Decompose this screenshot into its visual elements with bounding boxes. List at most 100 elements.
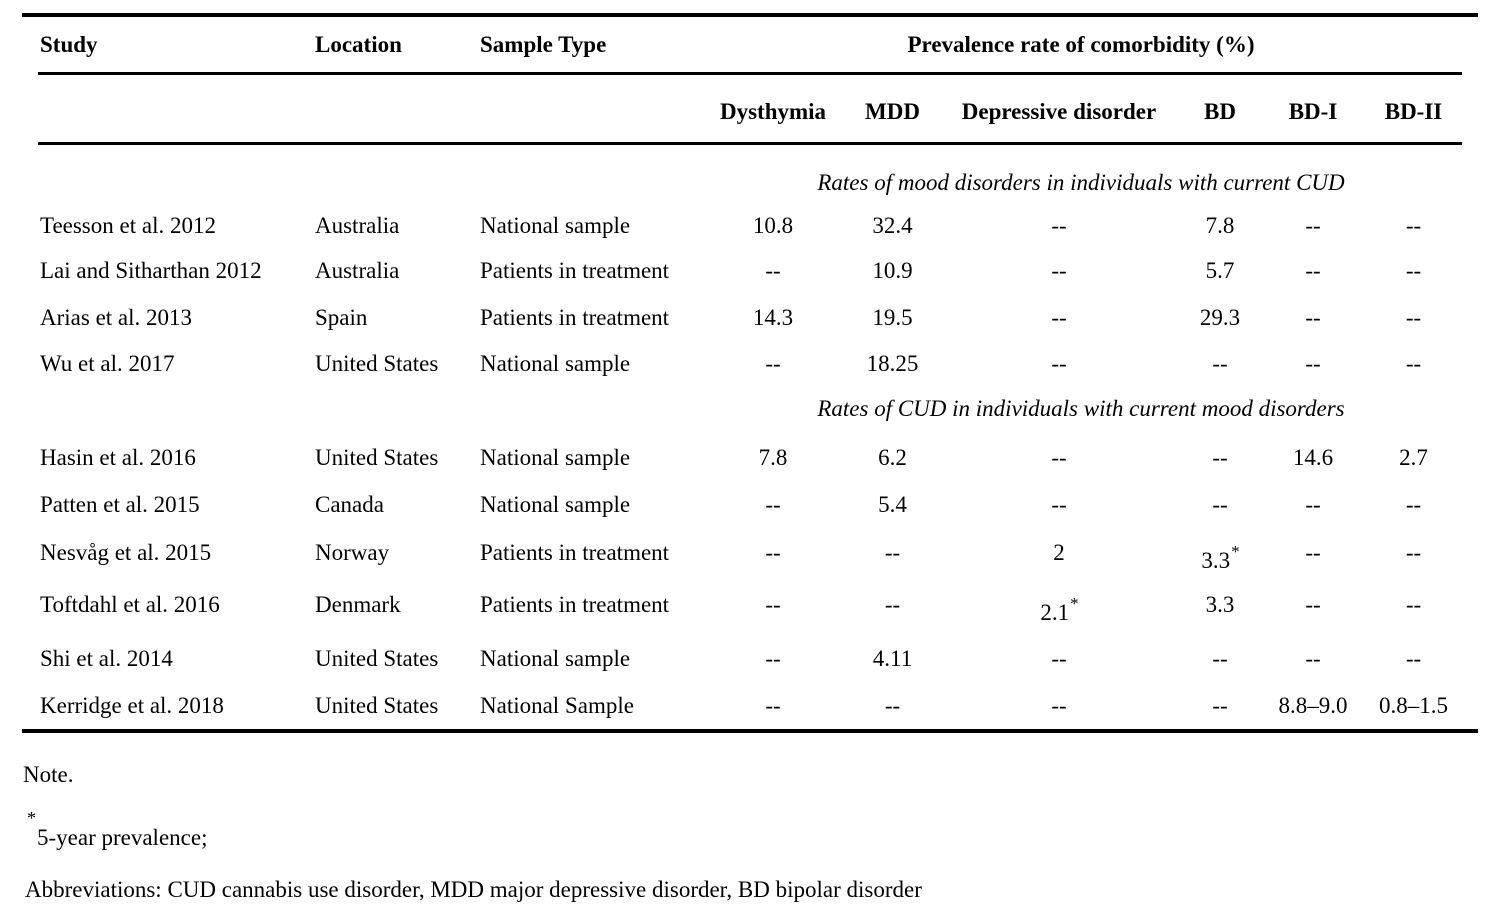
cell-location: Australia [315,212,400,238]
cell-location: Norway [315,539,390,565]
table-subheader-row: Dysthymia MDD Depressive disorder BD BD-… [38,80,1462,140]
note-label: Note. [23,762,74,787]
cell-bd-ii: -- [1405,351,1422,376]
cell-depressive-disorder: 2.1 * [1040,594,1079,626]
cell-bd-ii: -- [1405,212,1422,238]
cell-depressive-disorder: -- [1051,645,1067,671]
cell-depressive-disorder: -- [1051,304,1067,330]
cell-sample-type: National sample [480,491,631,517]
cell-bd-i: -- [1305,304,1321,330]
cell-bd: -- [1212,491,1228,517]
cell-dysthymia: 10.8 [752,212,794,238]
table-row: Hasin et al. 2016 United States National s… [38,434,1462,482]
cell-bd: -- [1212,645,1228,671]
column-group-header-prevalence: Prevalence rate of comorbidity (%) [907,31,1255,57]
cell-bd-ii: -- [1405,304,1422,330]
table-row: Toftdahl et al. 2016 Denmark Patients in t… [38,578,1462,634]
section-title: Rates of CUD in individuals with current… [817,396,1345,421]
cell-dysthymia: 14.3 [752,304,794,330]
cell-bd: -- [1212,444,1228,470]
cell-bd: 29.3 [1199,304,1241,330]
cell-study: Teesson et al. 2012 [40,212,216,238]
footnote-asterisk-marker: * [27,808,36,829]
cell-bd: 3.3 [1205,592,1235,618]
column-header-bd-ii: BD-II [1384,99,1443,124]
header-divider-rule [38,72,1462,75]
cell-bd-ii: 2.7 [1399,444,1428,470]
cell-depressive-disorder: -- [1051,351,1067,376]
cell-mdd: 10.9 [872,258,913,284]
cell-location: Australia [315,258,400,284]
cell-bd-i: 14.6 [1292,444,1334,470]
cell-sample-type: National sample [480,444,631,470]
column-header-study: Study [40,31,98,57]
cell-bd-ii: -- [1405,645,1422,671]
cell-bd-ii: -- [1405,539,1422,565]
cell-mdd: 18.25 [866,351,919,376]
cell-dysthymia: -- [765,645,781,671]
cell-mdd: 4.11 [872,645,913,671]
cell-bd: -- [1212,351,1228,376]
subheader-divider-rule [38,142,1462,145]
column-header-bd-i: BD-I [1288,99,1338,124]
table-top-rule [22,13,1478,17]
table-row: Lai and Sitharthan 2012 Australia Patients… [38,248,1462,295]
cell-mdd: -- [884,693,901,719]
column-header-bd: BD [1204,99,1236,124]
cell-location: Canada [315,491,384,517]
cell-bd-ii: -- [1405,258,1422,284]
cell-sample-type: Patients in treatment [480,258,670,284]
cell-mdd: 5.4 [878,491,907,517]
cell-bd-ii: -- [1405,491,1422,517]
cell-study: Hasin et al. 2016 [40,444,196,470]
footnote-text: 5-year prevalence; [37,825,208,850]
cell-sample-type: Patients in treatment [480,304,670,330]
table-row: Nesvåg et al. 2015 Norway Patients in trea… [38,528,1462,578]
cell-bd-ii: -- [1405,592,1422,618]
table-row: Teesson et al. 2012 Australia National sam… [38,203,1462,248]
table-row: Patten et al. 2015 Canada National sample -… [38,482,1462,528]
section-title: Rates of mood disorders in individuals w… [817,170,1345,195]
cell-bd-i: -- [1305,212,1321,238]
table-bottom-rule [22,729,1478,733]
cell-study: Wu et al. 2017 [40,351,175,376]
section-header-row: Rates of CUD in individuals with current… [38,387,1462,434]
cell-mdd: -- [884,592,901,618]
column-header-depressive-disorder: Depressive disorder [961,99,1157,124]
cell-bd-i: -- [1305,258,1321,284]
cell-location: United States [315,351,439,376]
cell-sample-type: Patients in treatment [480,539,670,565]
cell-bd-i: -- [1305,645,1321,671]
cell-mdd: -- [884,539,901,565]
cell-study: Toftdahl et al. 2016 [40,592,220,618]
cell-dysthymia: -- [765,592,781,618]
cell-depressive-disorder: -- [1051,444,1067,470]
cell-location: United States [315,693,439,719]
cell-study: Arias et al. 2013 [40,304,193,330]
table-row: Wu et al. 2017 United States National samp… [38,341,1462,387]
cell-mdd: 32.4 [872,212,913,238]
cell-value: 2.1 [1040,600,1070,626]
cell-study: Kerridge et al. 2018 [40,693,224,719]
cell-sample-type: National sample [480,645,631,671]
column-header-sample-type: Sample Type [480,31,607,57]
cell-dysthymia: -- [765,539,781,565]
cell-bd: -- [1212,693,1228,719]
table-header-row: Study Location Sample Type Prevalence ra… [38,17,1462,72]
cell-mdd: 19.5 [872,304,913,330]
table-body: Rates of mood disorders in individuals w… [38,145,1462,729]
cell-mdd: 6.2 [878,444,907,470]
cell-bd: 3.3 * [1201,541,1240,573]
cell-bd-i: -- [1305,351,1321,376]
cell-sample-type: National sample [480,351,631,376]
cell-bd-i: -- [1305,592,1321,618]
cell-study: Shi et al. 2014 [40,645,173,671]
cell-bd-ii: 0.8–1.5 [1379,693,1448,719]
cell-dysthymia: -- [765,491,781,517]
cell-depressive-disorder: 2 [1053,539,1065,565]
cell-bd-i: -- [1305,539,1321,565]
column-header-dysthymia: Dysthymia [719,99,827,124]
cell-dysthymia: -- [765,693,781,719]
cell-sample-type: Patients in treatment [480,592,670,618]
